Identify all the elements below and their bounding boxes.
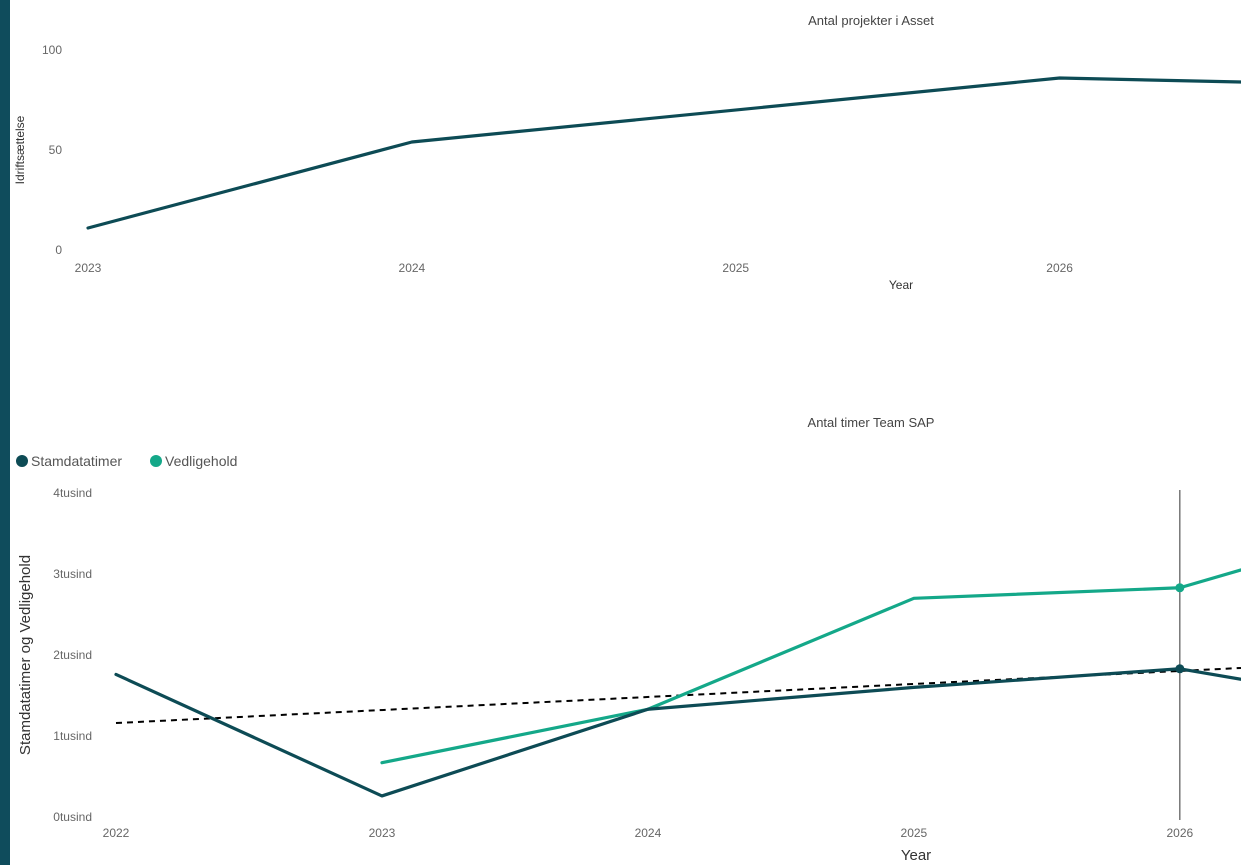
y-axis-label: Idriftsættelse [13, 115, 27, 184]
y-tick-label: 50 [49, 143, 63, 157]
y-tick-label: 4tusind [53, 486, 92, 500]
x-tick-label: 2023 [75, 261, 102, 275]
legend-marker-vedligehold [150, 455, 162, 467]
left-accent-bar [0, 0, 10, 865]
series-line-vedligehold [380, 568, 1241, 765]
y-tick-label: 0 [55, 243, 62, 257]
x-tick-label: 2022 [103, 826, 130, 840]
x-axis-label: Year [901, 847, 931, 864]
x-tick-label: 2024 [399, 261, 426, 275]
chart-title: Antal projekter i Asset [808, 13, 934, 28]
highlight-marker-vedligehold [1175, 583, 1185, 593]
y-tick-label: 0tusind [53, 810, 92, 824]
chart-title: Antal timer Team SAP [808, 415, 935, 430]
x-tick-label: 2025 [722, 261, 749, 275]
y-tick-label: 100 [42, 43, 62, 57]
y-tick-label: 3tusind [53, 567, 92, 581]
legend-label-vedligehold: Vedligehold [165, 453, 237, 469]
x-tick-label: 2024 [635, 826, 662, 840]
y-tick-label: 1tusind [53, 729, 92, 743]
x-tick-label: 2026 [1046, 261, 1073, 275]
x-tick-label: 2023 [369, 826, 396, 840]
legend-marker-stamdatatimer [16, 455, 28, 467]
legend-label-stamdatatimer: Stamdatatimer [31, 453, 122, 469]
x-axis-label: Year [889, 278, 913, 292]
series-line-stamdatatimer [114, 667, 1241, 798]
series-line [86, 76, 1241, 230]
y-axis-label: Stamdatatimer og Vedligehold [17, 555, 34, 755]
y-tick-label: 2tusind [53, 648, 92, 662]
x-tick-label: 2026 [1166, 826, 1193, 840]
highlight-marker-stamdatatimer [1175, 664, 1185, 674]
chart-antal-projekter: Antal projekter i Asset Idriftsættelse Y… [13, 13, 1241, 292]
x-tick-label: 2025 [901, 826, 928, 840]
legend: Stamdatatimer Vedligehold [16, 453, 237, 469]
